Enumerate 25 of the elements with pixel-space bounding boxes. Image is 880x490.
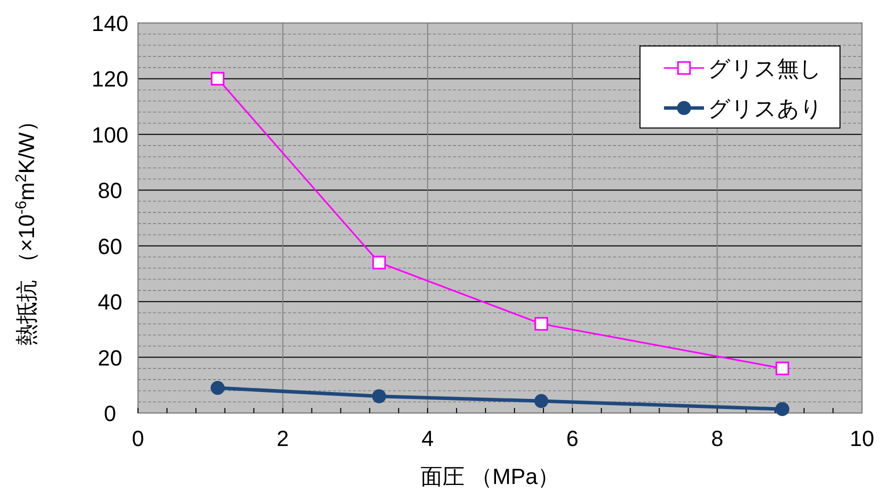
x-tick-label: 6 xyxy=(566,426,579,451)
x-tick-label: 0 xyxy=(132,426,144,451)
y-tick-label: 120 xyxy=(92,66,128,92)
legend-label: グリスあり xyxy=(708,96,823,121)
y-tick-label: 80 xyxy=(98,178,122,204)
point xyxy=(534,394,548,408)
point xyxy=(210,72,224,86)
point xyxy=(776,362,790,376)
x-axis-title: 面圧 （MPa） xyxy=(420,464,560,489)
y-tick-label: 140 xyxy=(92,11,128,36)
y-tick-label: 0 xyxy=(104,401,116,426)
y-tick-label: 100 xyxy=(92,122,128,148)
y-tick-label: 60 xyxy=(98,234,122,259)
x-tick-label: 4 xyxy=(421,426,434,451)
point xyxy=(372,256,386,270)
legend-label: グリス無し xyxy=(708,56,822,81)
x-tick-label: 8 xyxy=(711,426,724,451)
point xyxy=(775,402,790,416)
y-tick-label: 40 xyxy=(98,290,122,315)
x-tick-label: 10 xyxy=(850,426,874,451)
x-tick-label: 2 xyxy=(276,426,289,451)
point xyxy=(372,389,386,404)
point xyxy=(210,380,225,395)
point xyxy=(534,317,548,331)
y-tick-label: 20 xyxy=(98,345,122,370)
